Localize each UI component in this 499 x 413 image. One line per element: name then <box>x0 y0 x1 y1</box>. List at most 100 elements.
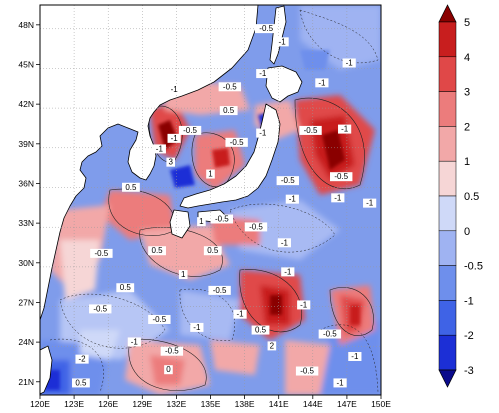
x-tick-label: 138E <box>235 399 255 408</box>
x-tick-label: 126E <box>98 399 118 408</box>
contour-label: -0.5 <box>94 249 108 258</box>
honshu-island <box>179 103 281 209</box>
contour-label: -1 <box>131 337 139 346</box>
contour-label-bg <box>267 341 277 351</box>
contour-label: 0.5 <box>152 246 164 255</box>
contour-label: 0.5 <box>75 378 87 387</box>
contour-label-bg <box>75 354 89 364</box>
contour-label: -1 <box>289 195 297 204</box>
contour-label-bg <box>315 78 329 88</box>
contour-label: 0.5 <box>255 326 267 335</box>
contour-label-bg <box>152 144 166 154</box>
contour-label-bg <box>148 314 171 324</box>
contour-label: 0.5 <box>120 283 132 292</box>
contour-label-bg <box>178 270 188 280</box>
y-tick-label: 27N <box>18 297 34 307</box>
contour-label: -0.5 <box>223 82 237 91</box>
taiwan-island <box>40 345 53 395</box>
contour-label: -0.5 <box>304 126 318 135</box>
colorbar-label: 3 <box>464 87 470 99</box>
contour-label: -0.5 <box>259 24 273 33</box>
contour-label-bg <box>330 172 353 182</box>
contour-label-bg <box>342 58 356 68</box>
contour-label-bg <box>297 300 311 310</box>
contour-label: 1 <box>181 270 186 279</box>
contour-label: -0.5 <box>281 176 295 185</box>
contour-label: -1 <box>341 125 349 134</box>
colorbar-segment <box>438 56 457 92</box>
contour-label: -0.5 <box>300 367 314 376</box>
contour-label: -0.5 <box>213 286 227 295</box>
contour-label: -1 <box>259 69 267 78</box>
y-tick-label: 33N <box>18 218 34 228</box>
contour-label: -1 <box>300 300 308 309</box>
x-tick-label: 135E <box>201 399 221 408</box>
colorbar-segment <box>438 160 457 197</box>
contour-label-bg <box>160 346 184 356</box>
contour-label-bg <box>197 217 206 227</box>
contour-label-bg <box>244 222 268 232</box>
contour-label-bg <box>256 69 270 79</box>
contour-label-bg <box>219 106 238 116</box>
y-axis: 48N 45N 42N 39N 36N 33N 30N 27N 24N 21N <box>18 20 40 387</box>
contour-lines <box>108 97 374 391</box>
colorbar-label: -3 <box>464 365 474 377</box>
contour-label-bg <box>225 137 248 147</box>
colorbar-label: 0 <box>464 226 470 238</box>
colorbar-label: -1 <box>464 295 474 307</box>
contour-lines-dashed <box>49 9 379 393</box>
contour-label-bg <box>167 133 181 143</box>
contour-label-bg <box>331 193 345 203</box>
colorbar-segment <box>438 300 457 336</box>
colorbar-label: 0.5 <box>464 191 479 203</box>
colorbar-segment <box>438 334 457 371</box>
x-tick-label: 141E <box>269 399 289 408</box>
contour-label: -0.5 <box>183 126 197 135</box>
contour-label-bg <box>348 351 362 361</box>
colorbar-max-arrow <box>438 4 457 23</box>
contour-label: -1 <box>351 352 359 361</box>
contour-label-bg <box>90 248 113 258</box>
sakhalin-island <box>269 5 287 65</box>
contour-label-bg <box>72 378 90 388</box>
x-tick-label: 144E <box>303 399 323 408</box>
hokkaido-island <box>265 65 303 103</box>
contour-label-bg <box>251 325 270 335</box>
contour-label-bg <box>164 365 173 375</box>
contour-label-bg <box>275 37 289 47</box>
x-axis: 120E 123E 126E 129E 132E 135E 138E 141E 144E 147E… <box>30 395 391 409</box>
contour-label: 1 <box>208 170 213 179</box>
x-tick-label: 123E <box>64 399 84 408</box>
colorbar-segment <box>438 195 457 232</box>
contour-label-bg <box>89 304 112 314</box>
contour-label-bg <box>333 378 347 388</box>
contour-label: -1 <box>236 310 244 319</box>
colorbar-label: 2 <box>464 121 470 133</box>
contour-label-bg <box>206 169 215 179</box>
contour-label-bg <box>208 285 231 295</box>
contour-label-bg <box>295 366 319 376</box>
contour-label-bg <box>256 128 270 138</box>
contour-label: -1 <box>318 78 326 87</box>
colorbar-label: -0.5 <box>464 261 483 273</box>
contour-label-bg <box>338 124 352 134</box>
y-tick-label: 24N <box>18 337 34 347</box>
contour-label: -1 <box>337 378 345 387</box>
colorbar-label: 5 <box>464 17 470 29</box>
contour-label-bg <box>299 125 322 135</box>
contour-label: 0 <box>166 365 171 374</box>
contour-label: 1 <box>199 217 204 226</box>
contour-label-bg <box>167 84 181 94</box>
contour-label: -1 <box>156 144 164 153</box>
x-tick-label: 132E <box>166 399 186 408</box>
contour-label: 0.5 <box>207 246 219 255</box>
colorbar: 5 4 3 2 1 0.5 0 -0.5 -1 -2 -3 <box>438 4 483 388</box>
colorbar-segment <box>438 21 457 58</box>
y-tick-label: 42N <box>18 99 34 109</box>
contour-label: -1 <box>259 129 267 138</box>
contour-label: -1 <box>284 267 292 276</box>
colorbar-min-arrow <box>438 369 457 388</box>
contour-label-bg <box>178 125 202 135</box>
colorbar-label: -2 <box>464 330 474 342</box>
contour-label-bg <box>148 246 166 256</box>
